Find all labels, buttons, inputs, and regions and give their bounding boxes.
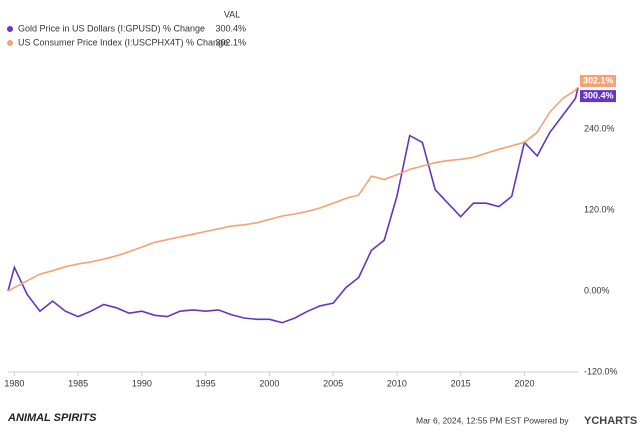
end-tag-label: 300.4% — [583, 90, 614, 100]
brand: YCHARTS — [584, 415, 637, 427]
x-tick-label: 2020 — [514, 378, 534, 388]
watermark: ANIMAL SPIRITS — [7, 412, 97, 424]
end-tag — [580, 90, 616, 103]
y-tick-label: 240.0% — [584, 123, 615, 133]
legend-value: 302.1% — [215, 37, 246, 47]
x-tick-label: 1995 — [196, 378, 216, 388]
legend-marker — [7, 26, 13, 32]
x-tick-label: 2010 — [387, 378, 407, 388]
legend-label: Gold Price in US Dollars (I:GPUSD) % Cha… — [18, 23, 205, 33]
legend-value: 300.4% — [215, 23, 246, 33]
legend-marker — [7, 40, 13, 46]
legend-header: VAL — [224, 9, 240, 19]
x-tick-label: 2015 — [451, 378, 471, 388]
footer: Mar 6, 2024, 12:55 PM EST Powered by — [416, 415, 569, 425]
x-tick-label: 2000 — [259, 378, 279, 388]
legend-label: US Consumer Price Index (I:USCPHX4T) % C… — [18, 37, 228, 47]
end-tag — [580, 74, 616, 87]
x-tick-label: 1980 — [4, 378, 24, 388]
x-tick-label: 2005 — [323, 378, 343, 388]
series-line — [7, 86, 579, 292]
series-line — [7, 87, 579, 324]
y-tick-label: 0.00% — [584, 285, 610, 295]
x-tick-label: 1985 — [68, 378, 88, 388]
y-tick-label: -120.0% — [584, 366, 618, 376]
x-tick-label: 1990 — [132, 378, 152, 388]
y-tick-label: 120.0% — [584, 204, 615, 214]
end-tag-label: 302.1% — [583, 75, 614, 85]
